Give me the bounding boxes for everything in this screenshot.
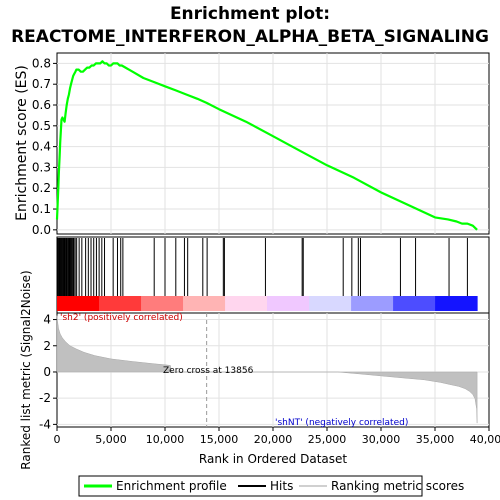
es-y-tick-label: 0.8: [32, 56, 51, 70]
rank-color-bar-segment: [393, 296, 436, 311]
es-y-axis-label: Enrichment score (ES): [14, 65, 30, 221]
metric-y-tick-label: 0: [43, 365, 51, 379]
x-tick-label: 15,000: [200, 433, 239, 446]
rank-color-bar-segment: [141, 296, 184, 311]
es-y-tick-label: 0.4: [32, 140, 51, 154]
es-y-tick-label: 0.0: [32, 223, 51, 237]
es-y-tick-label: 0.2: [32, 181, 51, 195]
metric-y-tick-label: 2: [43, 339, 51, 353]
rank-color-bar-segment: [225, 296, 268, 311]
x-tick-label: 35,000: [416, 433, 455, 446]
es-y-tick-label: 0.1: [32, 202, 51, 216]
x-tick-label: 5,000: [95, 433, 127, 446]
x-tick-label: 25,000: [308, 433, 347, 446]
x-tick-label: 40,000: [470, 433, 500, 446]
hits-layer: [57, 238, 478, 311]
es-y-tick-label: 0.7: [32, 77, 51, 91]
metric-y-tick-label: -4: [39, 417, 51, 431]
es-y-tick-label: 0.5: [32, 119, 51, 133]
legend-label-hits: Hits: [270, 479, 293, 493]
legend-label-enrichment: Enrichment profile: [116, 479, 227, 493]
enrichment-profile-line: [55, 60, 478, 231]
x-tick-label: 0: [54, 433, 61, 446]
es-layer: 0.0 0.1 0.2 0.3 0.4 0.5 0.6 0.7 0.8: [32, 53, 489, 237]
x-axis-label: Rank in Ordered Dataset: [199, 452, 347, 466]
x-tick-label: 20,000: [254, 433, 293, 446]
rank-color-bar-segment: [267, 296, 310, 311]
rank-color-bar-segment: [99, 296, 142, 311]
rank-color-bar-segment: [183, 296, 226, 311]
metric-layer: -4 -2 0 2 4 0 5,000 10,000 15,000 20,000 25,000 30,…: [39, 313, 500, 446]
x-tick-label: 30,000: [362, 433, 401, 446]
legend: Enrichment profile Hits Ranking metric s…: [78, 475, 464, 497]
legend-label-metric: Ranking metric scores: [331, 479, 464, 493]
metric-y-tick-label: 4: [43, 313, 51, 327]
chart-subtitle: REACTOME_INTERFERON_ALPHA_BETA_SIGNALING: [11, 27, 489, 47]
ranking-metric-area: [56, 315, 478, 424]
zero-cross-label: Zero cross at 13856: [163, 366, 254, 376]
metric-y-tick-label: -2: [39, 391, 51, 405]
es-y-tick-label: 0.6: [32, 98, 51, 112]
negative-correlation-label: 'shNT' (negatively correlated): [275, 418, 408, 428]
x-tick-label: 10,000: [146, 433, 185, 446]
rank-color-bar-segment: [309, 296, 352, 311]
positive-correlation-label: 'sh2' (positively correlated): [60, 313, 183, 323]
rank-color-bar-segment: [351, 296, 394, 311]
chart-title: Enrichment plot:: [170, 4, 330, 24]
es-y-tick-label: 0.3: [32, 160, 51, 174]
metric-y-axis-label: Ranked list metric (Signal2Noise): [19, 270, 33, 469]
rank-color-bar-segment: [435, 296, 478, 311]
rank-color-bar-segment: [57, 296, 100, 311]
